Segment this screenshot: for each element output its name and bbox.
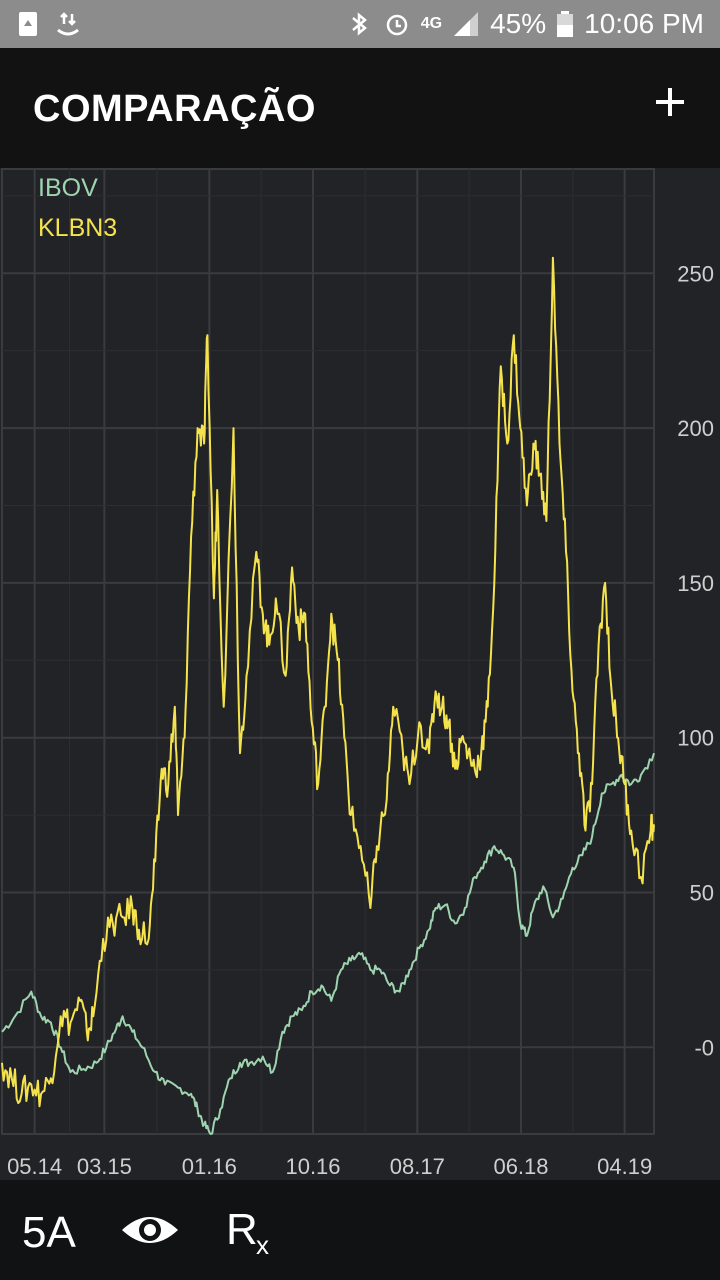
status-system-icons: 4G 45% 10:06 PM [345, 0, 704, 48]
page-title: COMPARAÇÃO [33, 88, 316, 130]
signal-icon [454, 12, 479, 36]
clock: 10:06 PM [584, 8, 704, 39]
x-tick-label: 05.14 [7, 1154, 62, 1179]
battery-percentage: 45% [490, 8, 547, 39]
sync-icon [57, 12, 79, 36]
x-tick-label: 08.17 [390, 1154, 445, 1179]
alarm-icon [386, 14, 407, 36]
series-line-ibov [1, 752, 655, 1135]
status-notification-icons [14, 10, 82, 38]
plus-icon[interactable] [650, 82, 690, 122]
x-tick-label: 06.18 [493, 1154, 548, 1179]
battery-icon [557, 11, 574, 37]
eye-icon[interactable] [120, 1210, 180, 1250]
status-bar: 4G 45% 10:06 PM [0, 0, 720, 48]
app-bar: COMPARAÇÃO [0, 48, 720, 168]
x-tick-label: 03.15 [77, 1154, 132, 1179]
bottom-bar: 5A R x [0, 1180, 720, 1280]
recycle-icon [19, 12, 37, 36]
x-tick-label: 10.16 [285, 1154, 340, 1179]
y-tick-label: 100 [677, 726, 714, 751]
y-tick-label: 150 [677, 571, 714, 596]
plot-frame [1, 168, 655, 1135]
x-tick-label: 01.16 [182, 1154, 237, 1179]
network-type: 4G [420, 15, 443, 32]
rx-icon[interactable]: R x [226, 1202, 280, 1258]
y-tick-label: -0 [694, 1035, 714, 1060]
x-tick-label: 04.19 [597, 1154, 652, 1179]
y-tick-label: 200 [677, 416, 714, 441]
chart-canvas[interactable]: -0 50 100 150 200 250 05.14 03.15 01.16 10.16 08.1… [0, 168, 720, 1180]
svg-text:R: R [226, 1205, 258, 1254]
legend-entry-klbn3: KLBN3 [38, 214, 117, 242]
bluetooth-icon [351, 12, 367, 36]
y-tick-label: 250 [677, 261, 714, 286]
svg-text:x: x [256, 1230, 269, 1258]
series-line-klbn3 [1, 256, 655, 1108]
period-button[interactable]: 5A [22, 1208, 76, 1257]
comparison-chart[interactable]: -0 50 100 150 200 250 05.14 03.15 01.16 10.16 08.1… [0, 168, 720, 1180]
y-tick-label: 50 [690, 881, 714, 906]
legend-entry-ibov: IBOV [38, 174, 98, 202]
